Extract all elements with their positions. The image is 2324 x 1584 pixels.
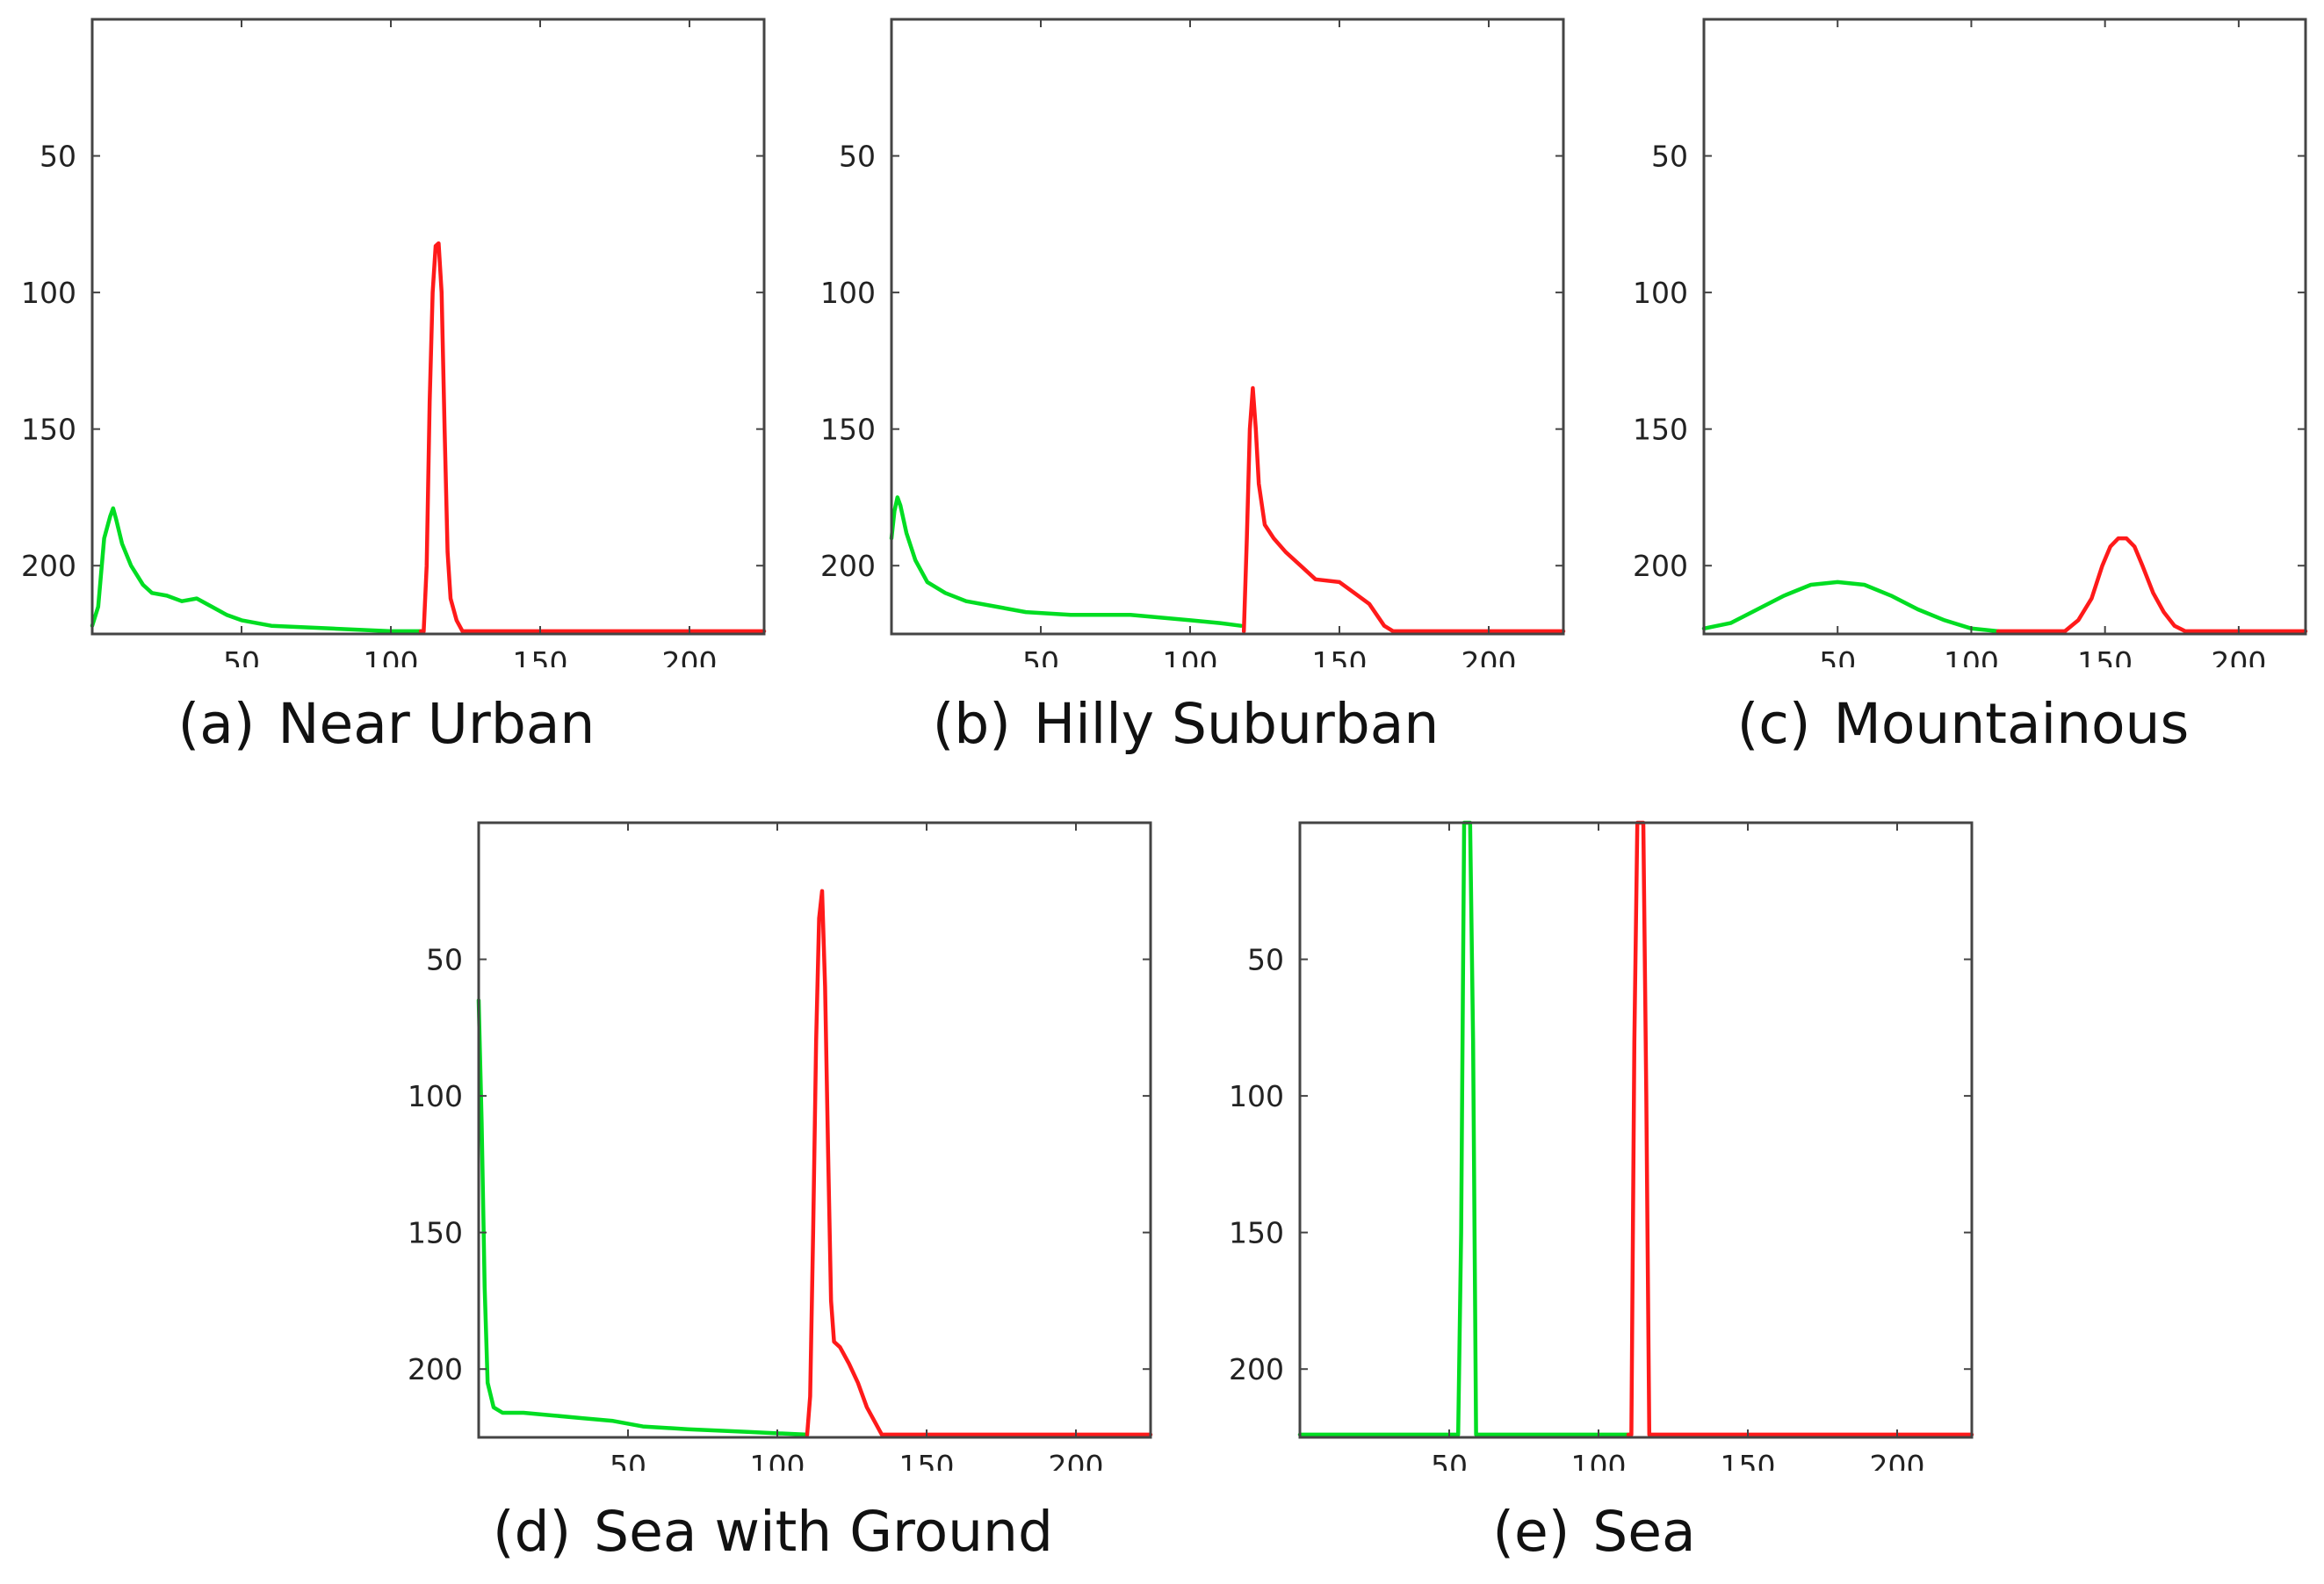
y-tick-label: 200	[1633, 549, 1688, 583]
plot-frame	[1298, 821, 1974, 1439]
panel-label: (c)	[1736, 692, 1811, 756]
x-tick-label: 150	[899, 1449, 955, 1471]
x-tick-label: 150	[513, 645, 568, 667]
series-red-line	[805, 889, 1153, 1437]
y-tick-label: 50	[1247, 943, 1284, 977]
x-tick-label: 50	[1022, 645, 1059, 667]
x-tick-label: 200	[1462, 645, 1517, 667]
panel-title: Sea	[1592, 1500, 1696, 1564]
x-tick-label: 200	[2211, 645, 2266, 667]
chart-sea: 50 100 150 200 50 100 150 200	[1229, 820, 1974, 1471]
y-tick-label: 50	[40, 140, 76, 174]
chart-sea-with-ground: 50 100 150 200 50 100 150 200	[408, 821, 1153, 1471]
x-tick-label: 200	[1870, 1449, 1925, 1471]
x-tick-label: 150	[1312, 645, 1368, 667]
y-tick-label: 150	[21, 413, 76, 447]
y-tick-label: 50	[426, 943, 463, 977]
x-tick-label: 50	[223, 645, 260, 667]
y-tick-label: 200	[21, 549, 76, 583]
panel-title: Mountainous	[1833, 692, 2190, 756]
y-tick-label: 100	[820, 276, 876, 310]
x-tick-label: 100	[1571, 1449, 1627, 1471]
plot-frame	[477, 821, 1152, 1439]
panel-label: (a)	[177, 692, 256, 756]
y-tick-label: 50	[1651, 140, 1688, 174]
y-tick-label: 100	[21, 276, 76, 310]
series-red-line	[1626, 820, 1974, 1437]
panel-title: Hilly Suburban	[1033, 692, 1440, 756]
series-green-line	[1701, 580, 2001, 634]
y-tick-label: 200	[408, 1352, 463, 1386]
panel-title: Sea with Ground	[594, 1500, 1053, 1564]
x-tick-label: 50	[610, 1449, 646, 1471]
x-tick-label: 100	[364, 645, 419, 667]
caption-hilly-suburban: (b) Hilly Suburban	[799, 694, 1572, 755]
x-tick-label: 200	[662, 645, 718, 667]
caption-mountainous: (c) Mountainous	[1612, 694, 2314, 755]
y-tick-label: 150	[1229, 1216, 1284, 1250]
x-tick-label: 100	[1944, 645, 1999, 667]
y-tick-label: 150	[820, 413, 876, 447]
chart-near-urban: 50 100 150 200 50 100 150 200	[21, 18, 767, 667]
x-tick-label: 150	[1721, 1449, 1776, 1471]
y-tick-label: 150	[408, 1216, 463, 1250]
panel-label: (b)	[932, 692, 1011, 756]
series-red-line	[1241, 385, 1566, 634]
panel-label: (d)	[493, 1500, 572, 1564]
y-tick-label: 50	[839, 140, 876, 174]
series-red-line	[1996, 536, 2308, 634]
caption-sea-with-ground: (d) Sea with Ground	[386, 1501, 1159, 1563]
x-tick-label: 150	[2077, 645, 2133, 667]
series-green-line	[889, 495, 1244, 628]
chart-mountainous: 50 100 150 200 50 100 150 200	[1633, 18, 2308, 667]
panel-label: (e)	[1492, 1500, 1570, 1564]
chart-hilly-suburban: 50 100 150 200 50 100 150 200	[820, 18, 1566, 667]
x-tick-label: 200	[1049, 1449, 1104, 1471]
y-tick-label: 100	[1229, 1079, 1284, 1113]
panel-title: Near Urban	[278, 692, 595, 756]
y-tick-label: 200	[820, 549, 876, 583]
series-green-line	[90, 506, 423, 634]
series-red-line	[418, 241, 767, 634]
x-tick-label: 100	[1163, 645, 1218, 667]
caption-sea: (e) Sea	[1208, 1501, 1981, 1563]
y-tick-label: 150	[1633, 413, 1688, 447]
y-tick-label: 100	[1633, 276, 1688, 310]
y-tick-label: 200	[1229, 1352, 1284, 1386]
y-tick-label: 100	[408, 1079, 463, 1113]
series-green-line	[476, 997, 810, 1437]
plot-frame	[90, 18, 766, 636]
series-green-line	[1297, 820, 1631, 1437]
plot-frame	[890, 18, 1565, 636]
plot-frame	[1702, 18, 2307, 636]
x-tick-label: 50	[1431, 1449, 1468, 1471]
x-tick-label: 50	[1819, 645, 1856, 667]
caption-near-urban: (a) Near Urban	[0, 694, 773, 755]
x-tick-label: 100	[750, 1449, 805, 1471]
